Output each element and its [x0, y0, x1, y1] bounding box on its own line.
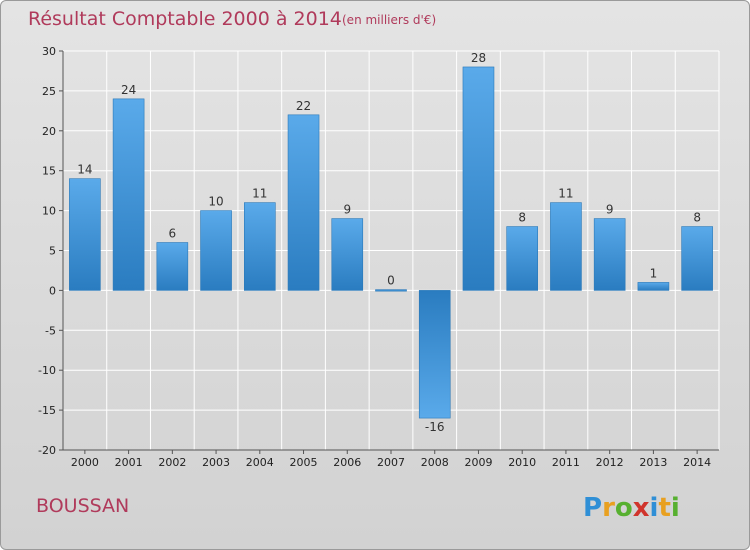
y-tick-label: 30 — [42, 45, 56, 58]
logo-letter: i — [671, 493, 680, 523]
bar-2014 — [681, 226, 713, 291]
bar-2008 — [418, 290, 451, 419]
bar-2012 — [593, 218, 626, 291]
value-label-2008: -16 — [425, 420, 445, 434]
y-tick-label: 25 — [42, 85, 56, 98]
logo-letter: x — [633, 493, 650, 523]
value-label-2011: 11 — [558, 187, 573, 201]
x-tick-label-2007: 2007 — [377, 456, 405, 469]
value-label-2006: 9 — [343, 203, 351, 217]
value-label-2004: 11 — [252, 187, 267, 201]
value-label-2013: 1 — [650, 266, 658, 280]
x-tick-label-2014: 2014 — [683, 456, 711, 469]
bar-2007 — [375, 289, 407, 292]
bar-2009 — [462, 66, 495, 291]
x-tick-label-2002: 2002 — [158, 456, 186, 469]
x-tick-label-2008: 2008 — [421, 456, 449, 469]
value-label-2005: 22 — [296, 99, 311, 113]
y-tick-label: 10 — [42, 205, 56, 218]
place-name: BOUSSAN — [36, 495, 129, 517]
y-tick-label: 5 — [49, 245, 56, 258]
value-labels: 14 24 6 10 11 22 9 0 -16 28 8 11 9 1 8 — [77, 51, 701, 434]
x-tick-label-2006: 2006 — [333, 456, 361, 469]
x-tick-label-2000: 2000 — [71, 456, 99, 469]
value-label-2012: 9 — [606, 203, 614, 217]
y-tick-label: 20 — [42, 125, 56, 138]
logo-letter: i — [650, 493, 659, 523]
x-tick-label-2009: 2009 — [464, 456, 492, 469]
x-tick-label-2005: 2005 — [290, 456, 318, 469]
value-label-2002: 6 — [169, 227, 177, 241]
logo-letter: t — [658, 493, 670, 523]
y-tick-label: 15 — [42, 165, 56, 178]
bar-2002 — [156, 242, 189, 291]
y-tick-label: -5 — [45, 324, 56, 337]
x-tick-label-2001: 2001 — [115, 456, 143, 469]
logo-letter: o — [615, 493, 633, 523]
x-tick-label-2010: 2010 — [508, 456, 536, 469]
logo-letter: P — [583, 493, 602, 523]
bar-2000 — [69, 178, 101, 291]
bar-2005 — [287, 114, 320, 291]
bar-2003 — [200, 210, 232, 291]
value-label-2003: 10 — [208, 195, 223, 209]
value-label-2010: 8 — [518, 211, 526, 225]
x-tick-label-2003: 2003 — [202, 456, 230, 469]
value-label-2001: 24 — [121, 83, 136, 97]
value-label-2000: 14 — [77, 163, 92, 177]
x-tick-label-2004: 2004 — [246, 456, 274, 469]
bar-2004 — [244, 202, 276, 291]
value-label-2007: 0 — [387, 274, 395, 288]
value-label-2014: 8 — [693, 211, 701, 225]
y-tick-label: -10 — [38, 364, 56, 377]
value-label-2009: 28 — [471, 51, 486, 65]
y-tick-label: -15 — [38, 404, 56, 417]
logo-letter: r — [602, 493, 615, 523]
bars — [69, 66, 713, 419]
x-tick-label-2011: 2011 — [552, 456, 580, 469]
y-tick-label: 0 — [49, 284, 56, 297]
y-tick-label: -20 — [38, 444, 56, 457]
bar-2011 — [550, 202, 582, 291]
bar-2010 — [506, 226, 539, 291]
x-tick-label-2012: 2012 — [596, 456, 624, 469]
x-tick-label-2013: 2013 — [639, 456, 667, 469]
chart-subtitle: (en milliers d'€) — [342, 13, 436, 27]
bar-2006 — [331, 218, 364, 291]
chart-title: Résultat Comptable 2000 à 2014 — [28, 8, 342, 30]
bar-2001 — [112, 98, 145, 291]
proxiti-logo: Proxiti — [583, 493, 680, 523]
bar-2013 — [637, 282, 670, 291]
